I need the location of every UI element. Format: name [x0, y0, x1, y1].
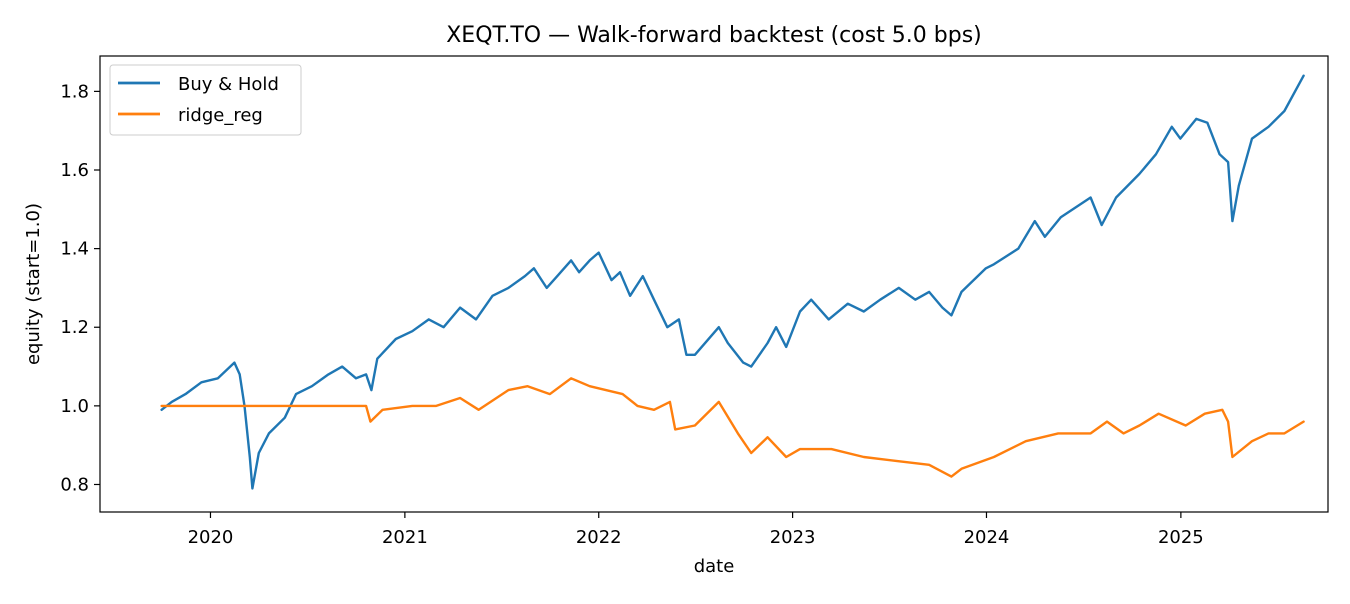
- y-axis-label: equity (start=1.0): [23, 203, 44, 365]
- legend-label-buy-and-hold: Buy & Hold: [178, 74, 279, 95]
- x-tick-label: 2025: [1158, 527, 1204, 548]
- x-tick-label: 2020: [188, 527, 234, 548]
- y-axis: 0.8 1.0 1.2 1.4 1.6 1.8: [60, 81, 100, 495]
- x-tick-label: 2022: [576, 527, 622, 548]
- y-tick-label: 1.4: [60, 239, 89, 260]
- y-tick-label: 1.0: [60, 396, 89, 417]
- x-axis: 2020 2021 2022 2023 2024 2025: [188, 512, 1204, 548]
- x-tick-label: 2023: [770, 527, 816, 548]
- x-axis-label: date: [694, 556, 735, 577]
- x-tick-label: 2021: [382, 527, 428, 548]
- ridge-reg-line: [160, 377, 1305, 478]
- plot-area: [160, 74, 1305, 490]
- legend: Buy & Hold ridge_reg: [109, 64, 302, 136]
- y-tick-label: 1.2: [60, 317, 89, 338]
- chart-title: XEQT.TO — Walk-forward backtest (cost 5.…: [446, 23, 982, 48]
- y-tick-label: 1.6: [60, 160, 89, 181]
- plot-frame: [99, 55, 1329, 513]
- x-tick-label: 2024: [964, 527, 1010, 548]
- buy-and-hold-line: [160, 74, 1305, 490]
- legend-label-ridge-reg: ridge_reg: [178, 105, 263, 126]
- y-tick-label: 1.8: [60, 81, 89, 102]
- y-tick-label: 0.8: [60, 474, 89, 495]
